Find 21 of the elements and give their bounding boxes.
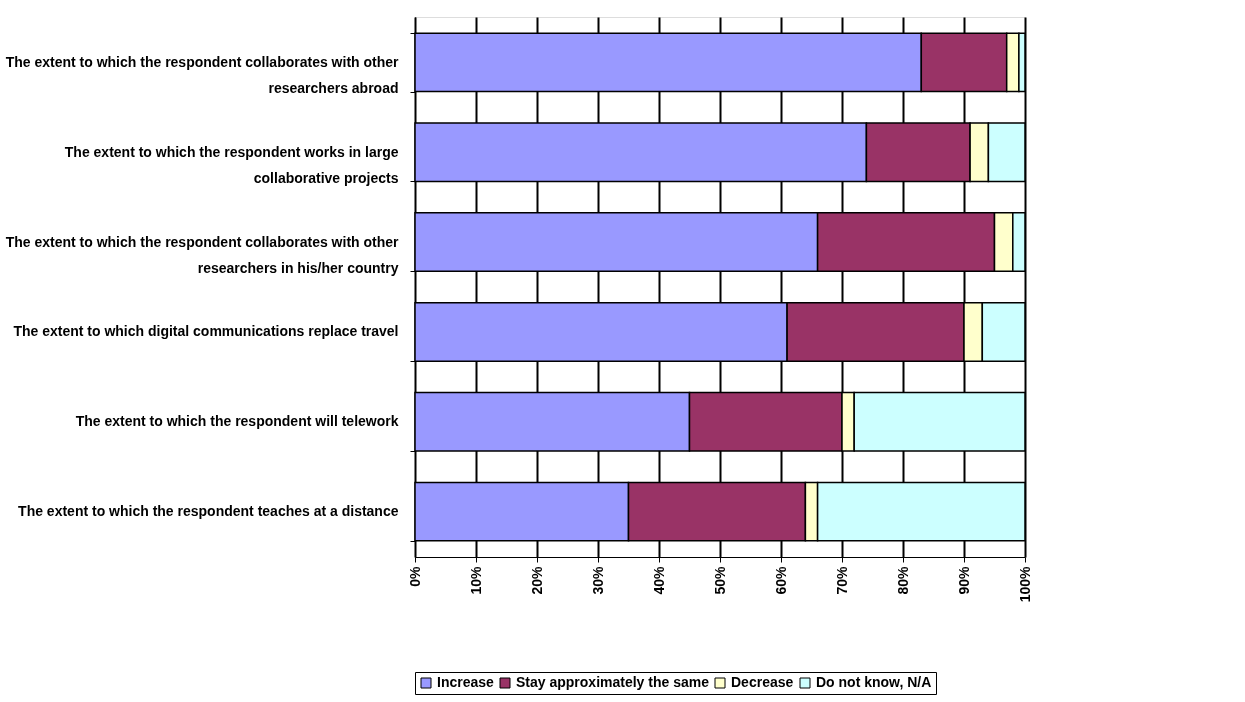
x-tick-label: 30% — [589, 565, 606, 595]
y-tick-label: The extent to which the respondent will telework — [75, 413, 399, 430]
x-tick-label: 0% — [406, 565, 423, 587]
legend-label: Increase — [437, 674, 495, 690]
x-tick-label: 90% — [955, 565, 972, 595]
y-tick-label: The extent to which the respondent collaborates with other researchers abroad — [5, 53, 400, 96]
x-tick-label: 60% — [772, 565, 789, 595]
x-tick-label: 80% — [894, 565, 911, 595]
x-tick-label: 20% — [528, 565, 545, 595]
x-tick-label: 10% — [467, 565, 484, 595]
x-tick-label: 70% — [833, 565, 850, 595]
y-tick-label: The extent to which the respondent teaches at a distance — [18, 503, 399, 520]
y-tick-label: The extent to which the respondent collaborates with other researchers in his/her country — [5, 233, 400, 276]
x-tick-label: 50% — [711, 565, 728, 595]
x-tick-label: 40% — [650, 565, 667, 595]
x-tick-label: 100% — [1016, 565, 1033, 603]
legend-label: Do not know, N/A — [816, 674, 932, 690]
legend-label: Decrease — [731, 674, 794, 690]
y-tick-label: The extent to which the respondent works in large collaborative projects — [64, 143, 399, 186]
legend-label: Stay approximately the same — [516, 674, 710, 690]
y-tick-label: The extent to which digital communications replace travel — [13, 323, 399, 340]
